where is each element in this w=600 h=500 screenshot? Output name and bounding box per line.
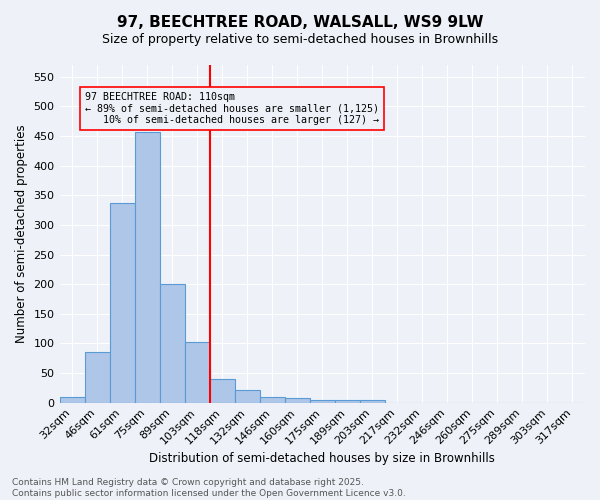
Text: 97, BEECHTREE ROAD, WALSALL, WS9 9LW: 97, BEECHTREE ROAD, WALSALL, WS9 9LW: [117, 15, 483, 30]
Y-axis label: Number of semi-detached properties: Number of semi-detached properties: [15, 124, 28, 343]
Bar: [310, 400, 335, 402]
X-axis label: Distribution of semi-detached houses by size in Brownhills: Distribution of semi-detached houses by …: [149, 452, 495, 465]
Bar: [134, 132, 160, 402]
Bar: [260, 396, 285, 402]
Bar: [110, 203, 134, 402]
Text: Contains HM Land Registry data © Crown copyright and database right 2025.
Contai: Contains HM Land Registry data © Crown c…: [12, 478, 406, 498]
Bar: [185, 342, 209, 402]
Bar: [285, 398, 310, 402]
Bar: [209, 379, 235, 402]
Bar: [235, 390, 260, 402]
Bar: [85, 352, 110, 403]
Bar: [360, 400, 385, 402]
Bar: [335, 400, 360, 402]
Bar: [160, 284, 185, 403]
Text: Size of property relative to semi-detached houses in Brownhills: Size of property relative to semi-detach…: [102, 32, 498, 46]
Bar: [59, 396, 85, 402]
Text: 97 BEECHTREE ROAD: 110sqm
← 89% of semi-detached houses are smaller (1,125)
   1: 97 BEECHTREE ROAD: 110sqm ← 89% of semi-…: [85, 92, 379, 125]
